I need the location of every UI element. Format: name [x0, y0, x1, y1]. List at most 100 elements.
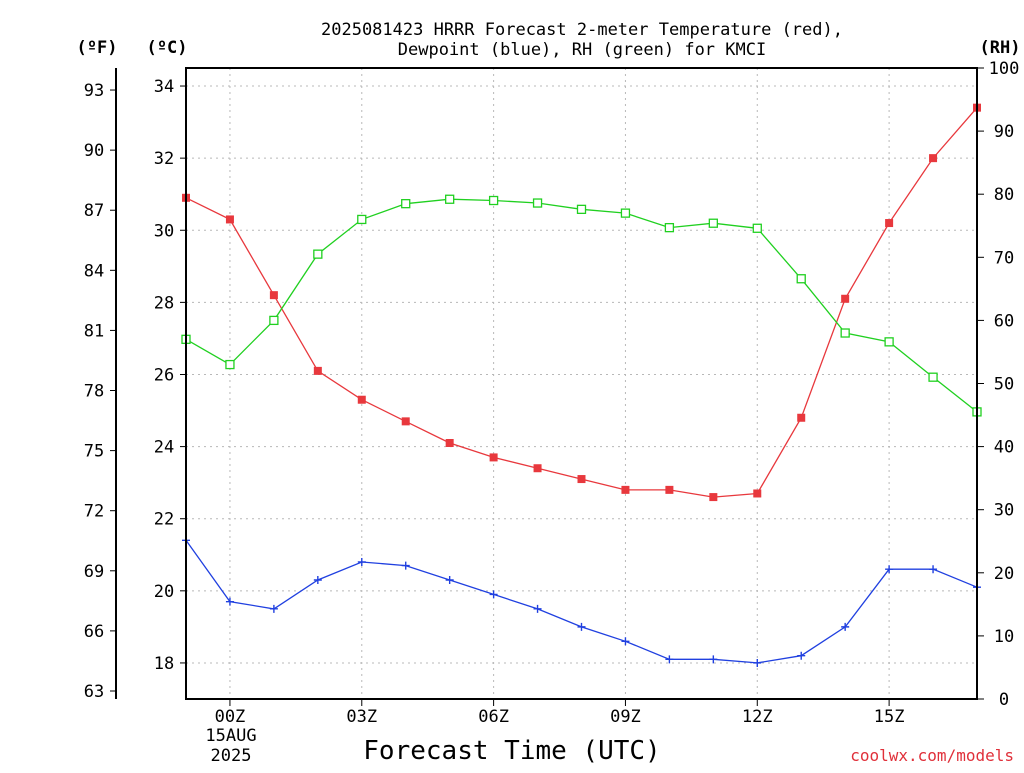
rh-tick-label: 100	[989, 59, 1020, 79]
fahrenheit-tick-label: 84	[84, 261, 104, 281]
rh-tick-label: 90	[994, 122, 1014, 142]
temperature-point	[313, 366, 322, 375]
rh-point	[752, 223, 762, 233]
dewpoint-point	[709, 655, 718, 664]
dewpoint-point	[357, 557, 366, 566]
fahrenheit-tick-label: 78	[84, 382, 104, 402]
rh-point	[488, 195, 499, 206]
celsius-tick-label: 26	[154, 365, 174, 385]
rh-point	[313, 249, 323, 259]
dewpoint-point	[753, 658, 762, 667]
dewpoint-point	[225, 597, 234, 606]
temperature-point	[357, 395, 366, 404]
axes	[110, 67, 984, 706]
rh-tick-label: 40	[994, 438, 1014, 458]
x-tick-label: 06Z	[478, 707, 509, 727]
rh-tick-label: 80	[994, 185, 1014, 205]
fahrenheit-tick-label: 81	[84, 321, 104, 341]
rh-tick-label: 50	[994, 375, 1014, 395]
plot-frame	[185, 67, 978, 700]
x-tick-label: 03Z	[346, 707, 377, 727]
fahrenheit-tick-label: 66	[84, 622, 104, 642]
dewpoint-point	[797, 651, 806, 660]
fahrenheit-tick-label: 69	[84, 562, 104, 582]
dewpoint-point	[489, 590, 498, 599]
tick-labels: 00Z 03Z 06Z 09Z 12Z 15Z 18 20 22 24 26 28 30 32 34 63 66…	[84, 59, 1020, 727]
celsius-tick-label: 24	[154, 438, 174, 458]
celsius-tick-label: 34	[154, 77, 174, 97]
fahrenheit-tick-label: 87	[84, 201, 104, 221]
temperature-point	[401, 417, 410, 426]
chart-title-line-2: Dewpoint (blue), RH (green) for KMCI	[398, 40, 766, 60]
rh-tick-label: 0	[999, 690, 1009, 710]
fahrenheit-unit-label: (ºF)	[77, 38, 118, 58]
rh-point	[357, 214, 367, 225]
rh-tick-label: 60	[994, 311, 1014, 331]
celsius-tick-label: 30	[154, 221, 174, 241]
temperature-point	[753, 489, 762, 498]
series-layer	[181, 103, 982, 667]
dewpoint-point	[401, 561, 410, 570]
rh-tick-label: 10	[994, 627, 1014, 647]
dewpoint-point	[841, 622, 850, 631]
temperature-point	[621, 485, 630, 494]
fahrenheit-tick-label: 63	[84, 682, 104, 702]
rh-point	[269, 315, 279, 326]
fahrenheit-tick-label: 75	[84, 442, 104, 462]
dewpoint-point	[929, 565, 938, 574]
celsius-tick-label: 22	[154, 510, 174, 530]
date-label-year: 2025	[211, 746, 252, 766]
credit-label: coolwx.com/models	[850, 746, 1014, 765]
dewpoint-point	[313, 576, 322, 585]
celsius-tick-label: 18	[154, 654, 174, 674]
fahrenheit-tick-label: 93	[84, 81, 104, 101]
dewpoint-point	[533, 604, 542, 613]
temperature-point	[489, 453, 498, 462]
temperature-point	[797, 413, 806, 422]
rh-tick-label: 70	[994, 248, 1014, 268]
dewpoint-point	[269, 604, 278, 613]
rh-tick-label: 20	[994, 564, 1014, 584]
rh-tick-label: 30	[994, 501, 1014, 521]
dewpoint-line	[185, 539, 978, 664]
temperature-point	[445, 438, 454, 447]
rh-unit-label: (RH)	[980, 38, 1021, 58]
dewpoint-point	[621, 637, 630, 646]
rh-point	[664, 222, 675, 233]
celsius-unit-label: (ºC)	[147, 38, 188, 58]
rh-point	[884, 337, 894, 347]
temperature-point	[225, 215, 234, 224]
rh-point	[225, 359, 235, 370]
rh-point	[796, 274, 806, 284]
temperature-point	[709, 493, 718, 502]
fahrenheit-tick-label: 90	[84, 141, 104, 161]
dewpoint-point	[665, 655, 674, 664]
date-label-day: 15AUG	[205, 726, 256, 746]
dewpoint-point	[577, 622, 586, 631]
rh-point	[445, 194, 455, 204]
rh-line	[185, 198, 978, 413]
dewpoint-point	[445, 576, 454, 585]
rh-point	[620, 208, 631, 218]
temperature-point	[885, 219, 894, 228]
rh-point	[928, 372, 938, 382]
dewpoint-point	[885, 565, 894, 574]
temperature-point	[665, 485, 674, 494]
x-tick-label: 09Z	[610, 707, 641, 727]
rh-point	[708, 218, 718, 228]
rh-point	[532, 198, 543, 208]
temperature-point	[269, 291, 278, 300]
rh-point	[840, 328, 850, 338]
x-tick-label: 12Z	[742, 707, 773, 727]
rh-point	[576, 204, 587, 214]
celsius-tick-label: 28	[154, 293, 174, 313]
fahrenheit-tick-label: 72	[84, 502, 104, 522]
celsius-tick-label: 20	[154, 582, 174, 602]
temperature-point	[577, 475, 586, 484]
temperature-point	[929, 154, 938, 163]
temperature-point	[533, 464, 542, 473]
x-tick-label: 00Z	[215, 707, 246, 727]
chart-title-line-1: 2025081423 HRRR Forecast 2-meter Tempera…	[321, 20, 843, 40]
grid	[186, 68, 977, 699]
